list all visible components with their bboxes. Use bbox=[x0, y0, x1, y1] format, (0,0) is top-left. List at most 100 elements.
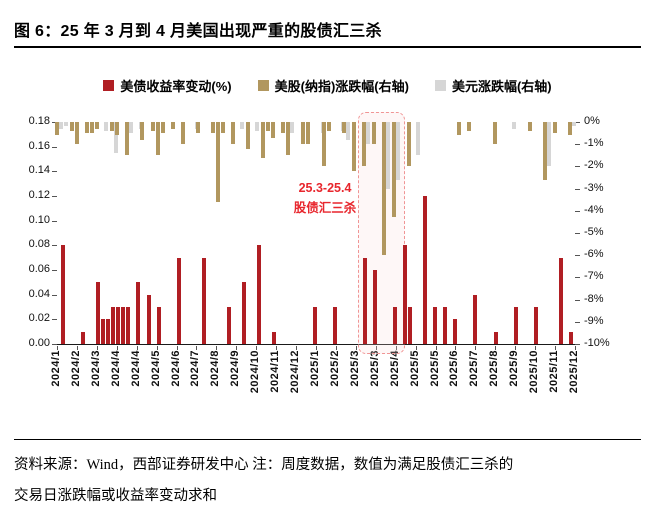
bar-nasdaq-change bbox=[125, 122, 130, 156]
bar-usd-change bbox=[365, 122, 370, 145]
x-axis-tick bbox=[515, 346, 517, 350]
y-axis-tick-left bbox=[52, 294, 57, 296]
bar-bond-yield-change bbox=[423, 196, 428, 344]
y-axis-tick-label-right: -2% bbox=[584, 159, 604, 172]
x-axis-tick bbox=[116, 346, 118, 350]
bar-bond-yield-change bbox=[433, 307, 438, 344]
bar-nasdaq-change bbox=[266, 122, 271, 131]
x-axis-tick-label: 2024/4 bbox=[109, 350, 122, 387]
x-axis-tick bbox=[296, 346, 298, 350]
bar-usd-change bbox=[114, 122, 119, 154]
bar-usd-change bbox=[395, 122, 400, 180]
bar-bond-yield-change bbox=[156, 307, 161, 344]
highlight-annotation: 25.3-25.4 股债汇三杀 bbox=[285, 178, 365, 218]
bar-nasdaq-change bbox=[361, 122, 366, 167]
y-axis-tick-label-right: -7% bbox=[584, 270, 604, 283]
bar-bond-yield-change bbox=[312, 307, 317, 344]
bar-nasdaq-change bbox=[110, 122, 115, 131]
bar-usd-change bbox=[104, 122, 109, 131]
legend-label: 美债收益率变动(%) bbox=[120, 79, 232, 94]
bar-usd-change bbox=[385, 122, 390, 189]
y-axis-tick-label-left: 0.18 bbox=[28, 115, 50, 127]
bar-bond-yield-change bbox=[332, 307, 337, 344]
bar-nasdaq-change bbox=[306, 122, 311, 145]
bar-nasdaq-change bbox=[351, 122, 356, 171]
bar-nasdaq-change bbox=[170, 122, 175, 129]
bar-nasdaq-change bbox=[542, 122, 547, 180]
x-axis-tick bbox=[395, 346, 397, 350]
y-axis-tick-label-left: 0.02 bbox=[28, 312, 50, 325]
bar-nasdaq-change bbox=[155, 122, 160, 156]
bar-bond-yield-change bbox=[453, 319, 458, 344]
y-axis-tick-label-right: -6% bbox=[584, 248, 604, 261]
figure-title: 图 6：25 年 3 月到 4 月美国出现严重的股债汇三杀 bbox=[14, 23, 382, 40]
bar-usd-change bbox=[546, 122, 551, 167]
bar-bond-yield-change bbox=[121, 307, 126, 344]
legend-item: 美股(纳指)涨跌幅(右轴) bbox=[257, 76, 409, 95]
y-axis-tick-label-right: -4% bbox=[584, 203, 604, 216]
bar-bond-yield-change bbox=[61, 245, 66, 344]
x-axis-tick bbox=[76, 346, 78, 350]
bar-bond-yield-change bbox=[81, 331, 86, 344]
x-axis-tick bbox=[216, 346, 218, 350]
x-axis-tick bbox=[355, 346, 357, 350]
bar-nasdaq-change bbox=[75, 122, 80, 145]
bar-bond-yield-change bbox=[443, 307, 448, 344]
y-axis-tick-label-right: -8% bbox=[584, 292, 604, 305]
bar-nasdaq-change bbox=[231, 122, 236, 145]
bar-nasdaq-change bbox=[301, 122, 306, 145]
y-axis-tick-right bbox=[575, 321, 580, 323]
x-axis-tick bbox=[475, 346, 477, 350]
bar-usd-change bbox=[511, 122, 516, 129]
x-axis-tick bbox=[575, 346, 576, 350]
bar-bond-yield-change bbox=[146, 294, 151, 344]
x-axis-tick-label: 2024/12 bbox=[289, 350, 302, 394]
source-note-line1: 资料来源：Wind，西部证券研发中心 注：周度数据，数值为满足股债汇三杀的 bbox=[14, 457, 514, 473]
x-axis-tick-label: 2024/10 bbox=[249, 350, 262, 394]
x-axis-tick-label: 2024/5 bbox=[149, 350, 162, 387]
x-axis-tick-label: 2025/5 bbox=[428, 350, 441, 387]
y-axis-tick-left bbox=[52, 220, 57, 222]
y-axis-tick-right bbox=[575, 210, 580, 212]
x-axis-tick bbox=[156, 346, 158, 350]
bar-nasdaq-change bbox=[215, 122, 220, 202]
y-axis-tick-left bbox=[52, 122, 57, 123]
bar-nasdaq-change bbox=[90, 122, 95, 134]
bar-usd-change bbox=[129, 122, 134, 134]
bar-bond-yield-change bbox=[392, 307, 397, 344]
x-axis-tick bbox=[495, 346, 497, 350]
y-axis-tick-label-left: 0.10 bbox=[28, 213, 50, 226]
bar-nasdaq-change bbox=[567, 122, 572, 136]
x-axis-tick-label: 2024/11 bbox=[269, 350, 282, 393]
bar-nasdaq-change bbox=[140, 122, 145, 140]
bar-nasdaq-change bbox=[467, 122, 472, 131]
y-axis-tick-label-left: 0.00 bbox=[28, 337, 50, 349]
x-axis-tick-label: 2024/4 bbox=[129, 350, 142, 387]
bar-nasdaq-change bbox=[326, 122, 331, 131]
x-axis-tick bbox=[415, 346, 417, 350]
bar-usd-change bbox=[571, 122, 576, 127]
legend-item: 美债收益率变动(%) bbox=[103, 76, 232, 95]
bar-bond-yield-change bbox=[126, 307, 131, 344]
source-note: 资料来源：Wind，西部证券研发中心 注：周度数据，数值为满足股债汇三杀的 交易… bbox=[14, 450, 641, 512]
bar-usd-change bbox=[345, 122, 350, 140]
legend-label: 美股(纳指)涨跌幅(右轴) bbox=[274, 79, 409, 94]
bar-bond-yield-change bbox=[362, 257, 367, 344]
bar-nasdaq-change bbox=[70, 122, 75, 131]
x-axis-tick-label: 2024/3 bbox=[89, 350, 102, 387]
x-axis-tick bbox=[136, 346, 138, 350]
x-axis-tick-label: 2025/3 bbox=[368, 350, 381, 387]
x-axis-tick-label: 2025/10 bbox=[528, 350, 541, 394]
bar-bond-yield-change bbox=[101, 319, 106, 344]
legend-item: 美元涨跌幅(右轴) bbox=[434, 76, 552, 95]
bar-nasdaq-change bbox=[261, 122, 266, 158]
x-axis-tick bbox=[276, 346, 278, 350]
bar-bond-yield-change bbox=[201, 257, 206, 344]
bar-nasdaq-change bbox=[115, 122, 120, 136]
x-axis-tick bbox=[335, 346, 337, 350]
source-note-line2: 交易日涨跌幅或收益率变动求和 bbox=[14, 488, 217, 504]
bar-nasdaq-change bbox=[281, 122, 286, 134]
bar-nasdaq-change bbox=[210, 122, 215, 134]
x-axis-tick-label: 2025/9 bbox=[508, 350, 521, 387]
